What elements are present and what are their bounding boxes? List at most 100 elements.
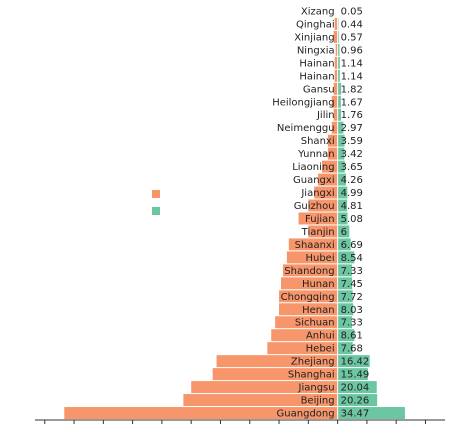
value-label: 8.03 [341,305,363,316]
bar [337,186,348,199]
bar [337,43,340,56]
value-label: 5.08 [341,214,363,225]
category-label: Zhejiang [291,357,335,368]
bar [337,407,405,419]
bar [337,82,342,95]
category-label: Qinghai [296,19,335,30]
bar [333,82,338,95]
bar [314,186,338,199]
category-label: Liaoning [292,162,334,173]
category-label: Heilongjiang [272,97,334,108]
bar [337,355,370,368]
bar [337,69,340,82]
category-label: Hunan [302,279,335,290]
category-label: Hainan [299,71,334,82]
bar [337,199,348,212]
bar [281,277,338,290]
value-label: 1.82 [341,84,363,95]
bar [327,147,338,160]
bar [288,238,338,251]
bar [191,381,338,394]
value-label: 6 [341,227,347,238]
value-label: 34.47 [341,409,370,420]
value-label: 15.49 [341,370,370,381]
category-label: Gansu [303,84,335,95]
category-label: Ningxia [297,45,335,56]
bar [271,329,338,342]
category-label: Xizang [301,6,335,17]
bar [335,43,338,56]
value-label: 7.33 [341,318,363,329]
bar [216,355,338,368]
bar [308,225,338,238]
bar [64,407,338,419]
category-label: Xinjiang [294,32,334,43]
category-label: Hainan [299,58,334,69]
category-label: Shanghai [288,370,335,381]
category-label: Guizhou [294,201,335,212]
value-label: 0.05 [341,6,363,17]
value-label: 1.76 [341,110,363,121]
bar [331,95,338,108]
bar [337,225,350,238]
value-label: 1.14 [341,58,363,69]
category-label: Fujian [305,214,335,225]
bar [334,56,338,69]
value-label: 4.81 [341,201,363,212]
value-label: 3.42 [341,149,363,160]
value-label: 8.61 [341,331,363,342]
legend-swatch [152,207,160,215]
bar [337,134,345,147]
bar [327,134,338,147]
bar [337,212,348,225]
bar [183,394,338,407]
bar [337,147,345,160]
value-label: 4.99 [341,188,363,199]
bar [318,173,338,186]
category-label: Tianjin [301,227,335,238]
value-label: 7.68 [341,344,363,355]
bar [286,251,338,264]
value-label: 0.44 [341,19,363,30]
value-label: 0.57 [341,32,363,43]
value-label: 8.54 [341,253,363,264]
bar [337,251,355,264]
value-label: 0.96 [341,45,363,56]
bar [334,69,338,82]
category-label: Anhui [306,331,335,342]
category-label: Shanxi [301,136,335,147]
bar [333,30,338,43]
category-label: Jiangsu [298,383,335,394]
value-label: 20.26 [341,396,370,407]
bar [337,95,341,108]
bar [337,173,346,186]
bar [337,264,352,277]
bar [337,316,352,329]
category-label: Guangxi [293,175,335,186]
value-label: 3.59 [341,136,363,147]
category-label: Beijing [301,396,335,407]
category-label: Henan [302,305,334,316]
bar [308,199,338,212]
bar [337,277,353,290]
category-label: Chongqing [281,292,335,303]
bar [212,368,338,381]
bar [337,56,340,69]
value-label: 1.67 [341,97,363,108]
value-label: 1.14 [341,71,363,82]
category-label: Jiangxi [300,188,334,199]
bar [337,394,378,407]
bar [337,329,355,342]
bar [337,30,339,43]
value-label: 20.04 [341,383,370,394]
value-label: 6.69 [341,240,363,251]
bar [267,342,338,355]
category-label: Hubei [305,253,334,264]
bar [298,212,338,225]
bar [337,381,377,394]
bar [282,264,338,277]
bar [275,316,338,329]
value-label: 16.42 [341,357,370,368]
category-label: Yunnan [297,149,334,160]
